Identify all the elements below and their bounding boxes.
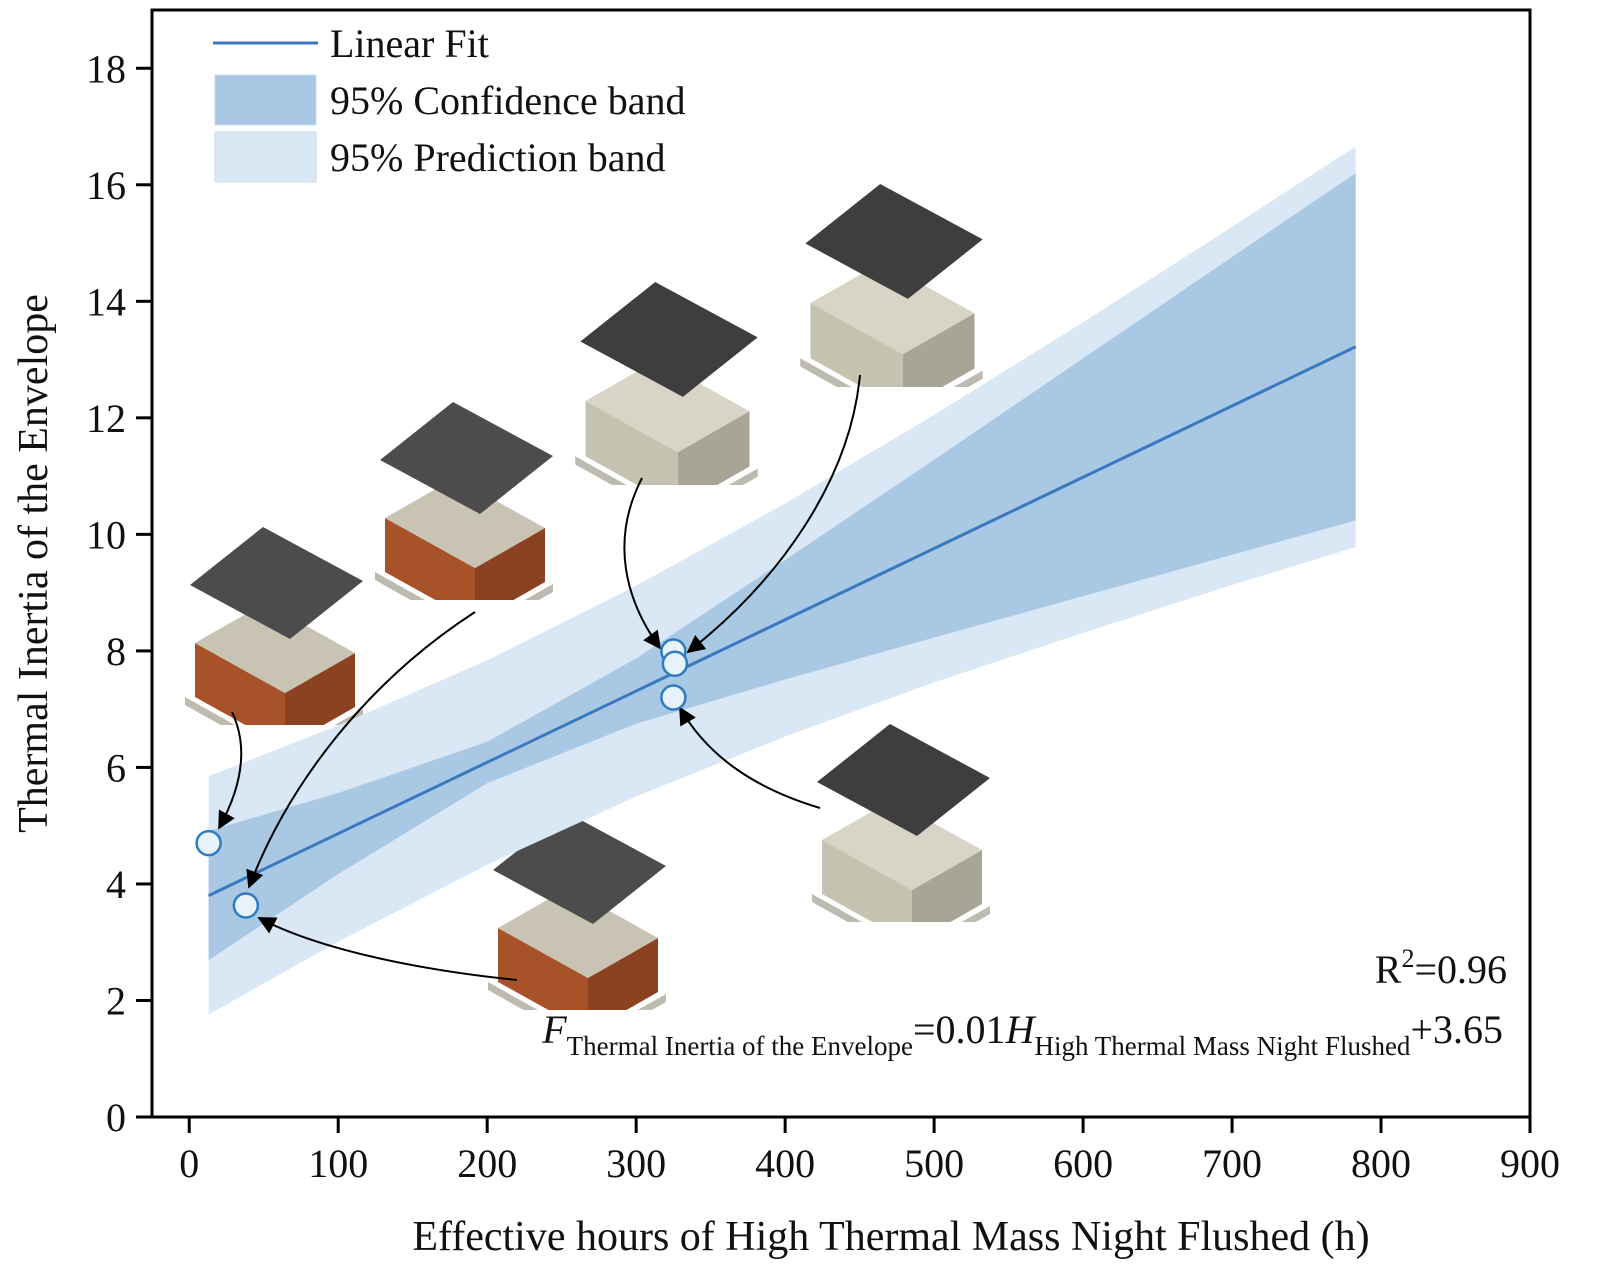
y-tick-label: 12 (86, 396, 126, 441)
y-tick-label: 2 (106, 978, 126, 1023)
equation-coef: =0.01 (913, 1007, 1006, 1052)
house-illustration (375, 402, 553, 636)
house-illustration (185, 527, 363, 761)
band-area (209, 173, 1356, 960)
y-axis-label: Thermal Inertia of the Envelope (11, 294, 57, 833)
house-illustration (800, 184, 982, 424)
x-tick-label: 100 (308, 1141, 368, 1186)
data-point (663, 652, 687, 676)
x-tick-label: 600 (1053, 1141, 1113, 1186)
legend-swatch (215, 75, 316, 125)
equation-const: +3.65 (1410, 1007, 1503, 1052)
y-tick-label: 0 (106, 1095, 126, 1140)
y-tick-label: 4 (106, 862, 126, 907)
data-point (661, 686, 685, 710)
x-tick-label: 0 (179, 1141, 199, 1186)
r-squared-rest: =0.96 (1414, 947, 1507, 992)
x-tick-label: 500 (904, 1141, 964, 1186)
legend-label: Linear Fit (330, 21, 489, 66)
x-tick-label: 400 (755, 1141, 815, 1186)
x-tick-label: 700 (1202, 1141, 1262, 1186)
y-tick-label: 6 (106, 745, 126, 790)
r-squared-sup: 2 (1401, 944, 1414, 973)
house-illustration (812, 724, 990, 958)
x-axis-label: Effective hours of High Thermal Mass Nig… (412, 1214, 1369, 1260)
equation-h-sub: High Thermal Mass Night Flushed (1034, 1031, 1410, 1061)
x-tick-label: 900 (1500, 1141, 1560, 1186)
x-tick-label: 200 (457, 1141, 517, 1186)
x-tick-label: 800 (1351, 1141, 1411, 1186)
data-point (234, 894, 258, 918)
y-tick-label: 10 (86, 512, 126, 557)
equation: FThermal Inertia of the Envelope=0.01HHi… (541, 1007, 1503, 1061)
x-tick-label: 300 (606, 1141, 666, 1186)
house-illustration (575, 282, 757, 522)
data-point (197, 831, 221, 855)
y-tick-label: 18 (86, 46, 126, 91)
y-tick-label: 14 (86, 279, 126, 324)
equation-f: F (541, 1007, 567, 1052)
legend-label: 95% Prediction band (330, 135, 666, 180)
legend-swatch (215, 132, 316, 182)
r-squared: R2=0.96 (1375, 944, 1507, 992)
chart: 0 100 200 300 400 500 600 700 800 900 0 2 4 6 8 10 12 14 1… (0, 0, 1600, 1283)
equation-h: H (1005, 1007, 1037, 1052)
y-tick-label: 16 (86, 163, 126, 208)
r-squared-base: R (1375, 947, 1402, 992)
fit-line (209, 347, 1356, 896)
y-tick-label: 8 (106, 629, 126, 674)
legend-label: 95% Confidence band (330, 78, 685, 123)
equation-f-sub: Thermal Inertia of the Envelope (567, 1031, 913, 1061)
